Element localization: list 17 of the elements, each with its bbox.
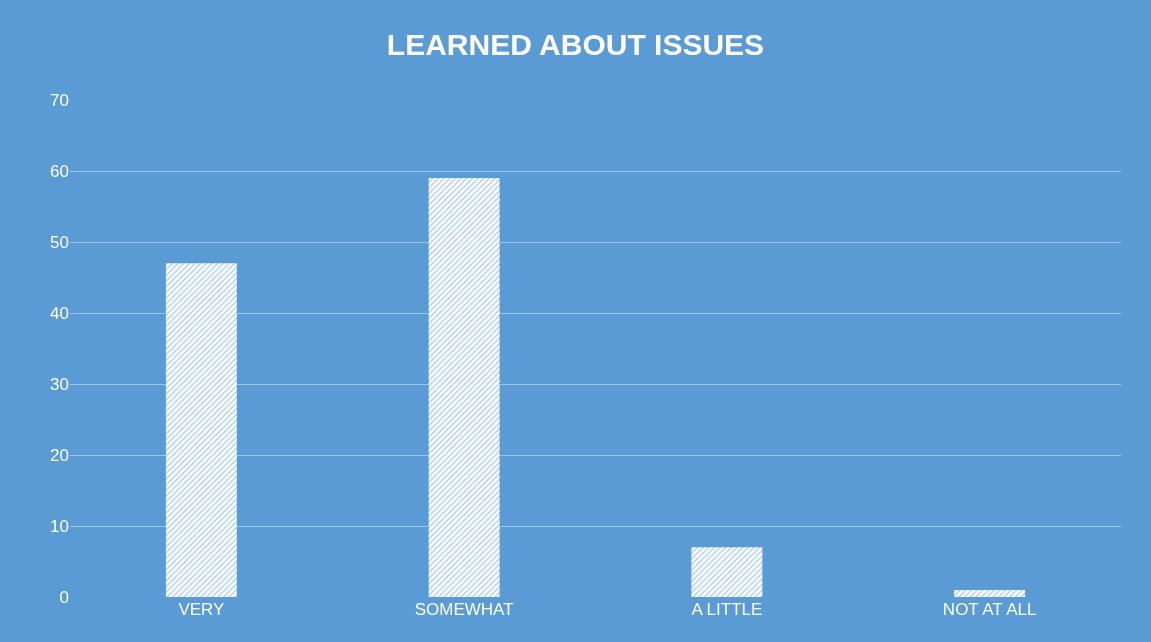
y-tick-label: 40 [50,303,69,323]
bar [165,263,237,597]
y-tick-label: 30 [50,374,69,394]
bar [691,547,763,597]
y-tick-label: 0 [59,587,69,607]
x-tick-label: A LITTLE [691,600,763,619]
y-tick-label: 60 [50,161,69,181]
x-tick-label: VERY [178,600,225,619]
chart-title: LEARNED ABOUT ISSUES [386,28,765,62]
y-tick-label: 50 [50,232,69,252]
x-tick-label: NOT AT ALL [942,600,1037,619]
x-tick-label: SOMEWHAT [414,600,514,619]
bar [428,178,500,597]
y-tick-label: 20 [50,445,69,465]
bar [954,589,1026,597]
y-tick-label: 70 [50,90,69,110]
y-tick-label: 10 [50,516,69,536]
